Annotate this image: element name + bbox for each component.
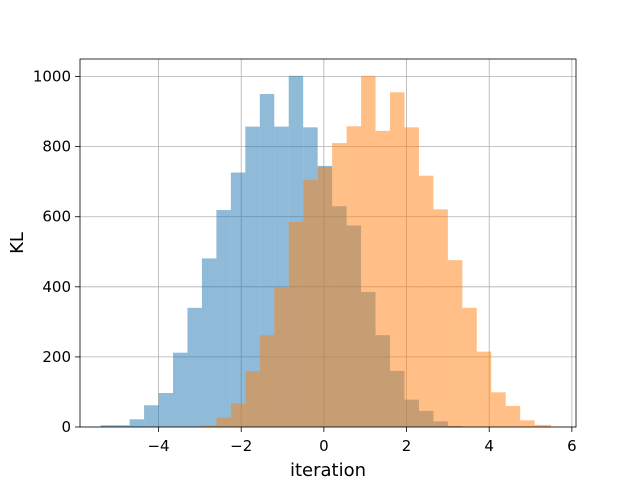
x-tick-label: 4 — [484, 437, 494, 455]
histogram-bar-series-1 — [245, 126, 260, 427]
histogram-bar-series-1 — [129, 419, 145, 427]
x-tick-label: 2 — [402, 437, 412, 455]
histogram-bars — [100, 75, 552, 428]
histogram-bar-series-1 — [216, 210, 231, 427]
histogram-bar-series-1 — [173, 352, 188, 427]
histogram-bar-series-1 — [100, 425, 130, 427]
histogram-bar-series-2 — [245, 371, 260, 427]
histogram-bar-series-2 — [230, 403, 246, 427]
histogram-bar-series-1 — [187, 307, 202, 427]
y-tick-label: 0 — [61, 418, 71, 436]
histogram-bar-series-2 — [375, 130, 390, 427]
x-tick-label: −2 — [230, 437, 252, 455]
histogram-bar-series-2 — [317, 166, 333, 428]
histogram-bar-series-2 — [361, 75, 376, 427]
histogram-bar-series-2 — [418, 175, 434, 427]
x-tick-label: −4 — [147, 437, 169, 455]
histogram-bar-series-2 — [346, 126, 362, 427]
histogram-bar-series-2 — [390, 92, 405, 428]
histogram-bar-series-2 — [288, 221, 304, 427]
x-axis-label: iteration — [290, 460, 366, 480]
plot-frame — [79, 58, 577, 428]
histogram-bar-series-1 — [158, 393, 173, 427]
histogram-bar-series-2 — [505, 405, 521, 427]
histogram-bar-series-2 — [534, 424, 552, 427]
x-tick-label: 0 — [319, 437, 329, 455]
histogram-bar-series-2 — [216, 417, 231, 427]
histogram-bar-series-1 — [201, 258, 217, 427]
histogram-bar-series-2 — [520, 420, 535, 427]
y-tick-label: 400 — [42, 278, 71, 296]
histogram-bar-series-2 — [332, 143, 347, 427]
histogram-bar-series-2 — [199, 425, 217, 427]
histogram-bar-series-2 — [433, 209, 448, 427]
y-axis-label: KL — [7, 232, 28, 254]
axis-ticks: −4 −2 0 2 4 6 0 200 400 600 800 1000 — [33, 68, 577, 455]
histogram-bar-series-2 — [259, 335, 275, 427]
histogram-bar-series-1 — [230, 172, 246, 427]
histogram-bar-series-2 — [476, 351, 492, 427]
histogram-bar-series-1 — [144, 405, 159, 427]
histogram-bar-series-2 — [274, 287, 289, 427]
y-tick-label: 1000 — [33, 68, 71, 86]
y-tick-label: 800 — [42, 138, 71, 156]
histogram-bar-series-2 — [462, 307, 477, 427]
y-tick-label: 600 — [42, 208, 71, 226]
y-tick-label: 200 — [42, 348, 71, 366]
histogram-bar-series-2 — [404, 127, 419, 427]
histogram-bar-series-2 — [303, 179, 318, 427]
histogram-bar-series-2 — [491, 392, 506, 427]
histogram-bar-series-2 — [447, 260, 463, 427]
x-tick-label: 6 — [567, 437, 577, 455]
